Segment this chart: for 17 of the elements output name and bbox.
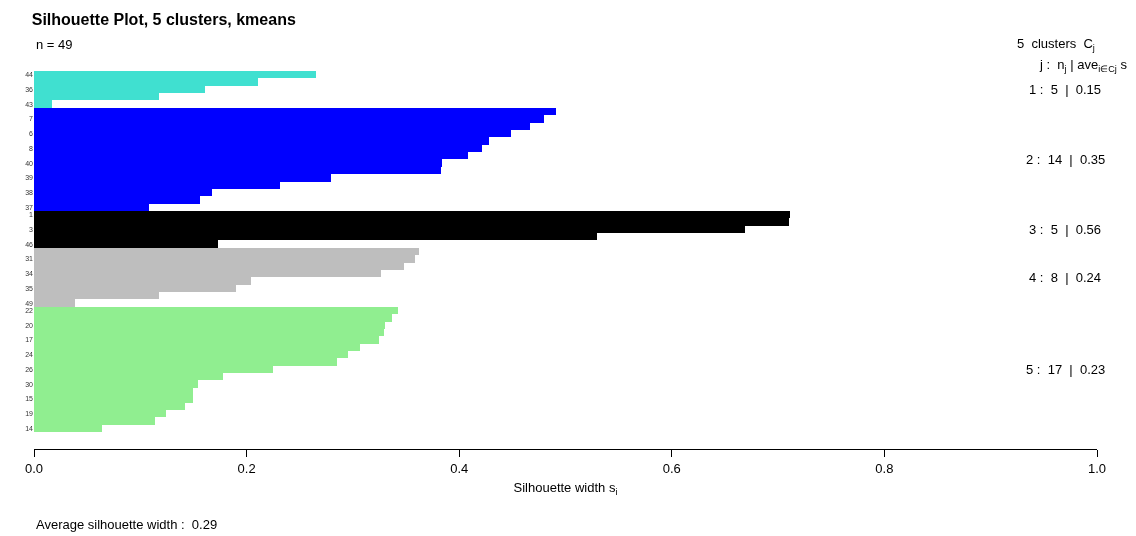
annotation: j : n$_{j}$ | ave$_{i∈Cj}$ s xyxy=(1039,57,1128,74)
annotation: 3 : 5 | 0.56 xyxy=(1029,222,1102,237)
x-tick-label: 1.0 xyxy=(1087,460,1107,476)
x-axis-title: Silhouette width s$_{i}$ xyxy=(513,480,618,497)
x-tick-label: 0.4 xyxy=(450,460,469,476)
annotation: 1 : 5 | 0.15 xyxy=(1029,82,1102,97)
x-tick-label: 0.6 xyxy=(662,460,681,476)
chart-subtitle: n = 49 xyxy=(36,37,73,52)
x-tick-label: 0.0 xyxy=(24,460,44,476)
text: 5 clusters C$_{j}$ xyxy=(1017,36,1095,53)
annotation: 4 : 8 | 0.24 xyxy=(1029,270,1102,285)
x-tick-label: 0.2 xyxy=(237,460,256,476)
annotation: 5 : 17 | 0.23 xyxy=(1026,362,1106,377)
annotation: 2 : 14 | 0.35 xyxy=(1026,152,1106,167)
x-tick-label: 0.8 xyxy=(875,460,894,476)
chart-title: Silhouette Plot, 5 clusters, kmeans xyxy=(31,10,296,28)
text: Average silhouette width : 0.29 xyxy=(36,517,218,532)
